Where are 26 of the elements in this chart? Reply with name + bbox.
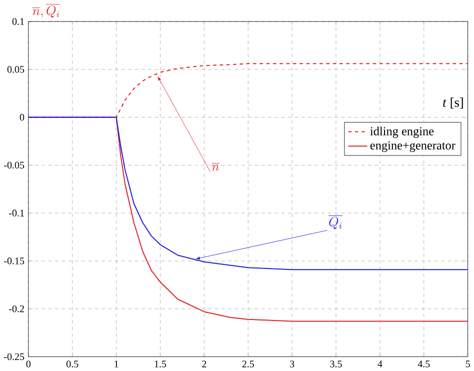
annotation: idling engine xyxy=(370,126,434,138)
x-tick-label: 0.5 xyxy=(66,360,78,368)
x-tick-label: 4 xyxy=(378,360,382,368)
y-tick-label: -0.1 xyxy=(9,210,24,216)
y-tick-label: -0.2 xyxy=(9,305,24,312)
x-tick-label: 5 xyxy=(466,360,470,368)
line-series xyxy=(28,116,468,270)
x-axis-title: t [s] xyxy=(443,98,463,109)
y-tick-label: 0.1 xyxy=(12,18,24,25)
x-tick-label: 2 xyxy=(202,360,206,368)
y-tick-label: -0.15 xyxy=(4,257,24,264)
x-tick-label: 3 xyxy=(290,360,294,368)
x-tick-label: 2.5 xyxy=(242,360,254,368)
y-tick-label: 0.05 xyxy=(7,66,24,73)
y-tick-label: 0 xyxy=(20,114,24,121)
x-tick-label: 3.5 xyxy=(330,360,342,368)
x-tick-label: 0 xyxy=(26,360,31,368)
x-tick-label: 1.5 xyxy=(154,360,166,368)
annotation: $\overline{n}$ xyxy=(212,163,220,171)
y-axis-title: $\overline{n},\overline{Q_i}$ xyxy=(32,4,60,18)
annotation: $\overline{Q_i}$ xyxy=(328,216,343,229)
x-tick-label: 1 xyxy=(114,360,118,368)
x-tick-label: 4.5 xyxy=(418,360,430,368)
y-tick-label: -0.25 xyxy=(4,353,24,360)
y-tick-label: -0.05 xyxy=(4,162,24,169)
annotation: engine+generator xyxy=(370,141,456,152)
